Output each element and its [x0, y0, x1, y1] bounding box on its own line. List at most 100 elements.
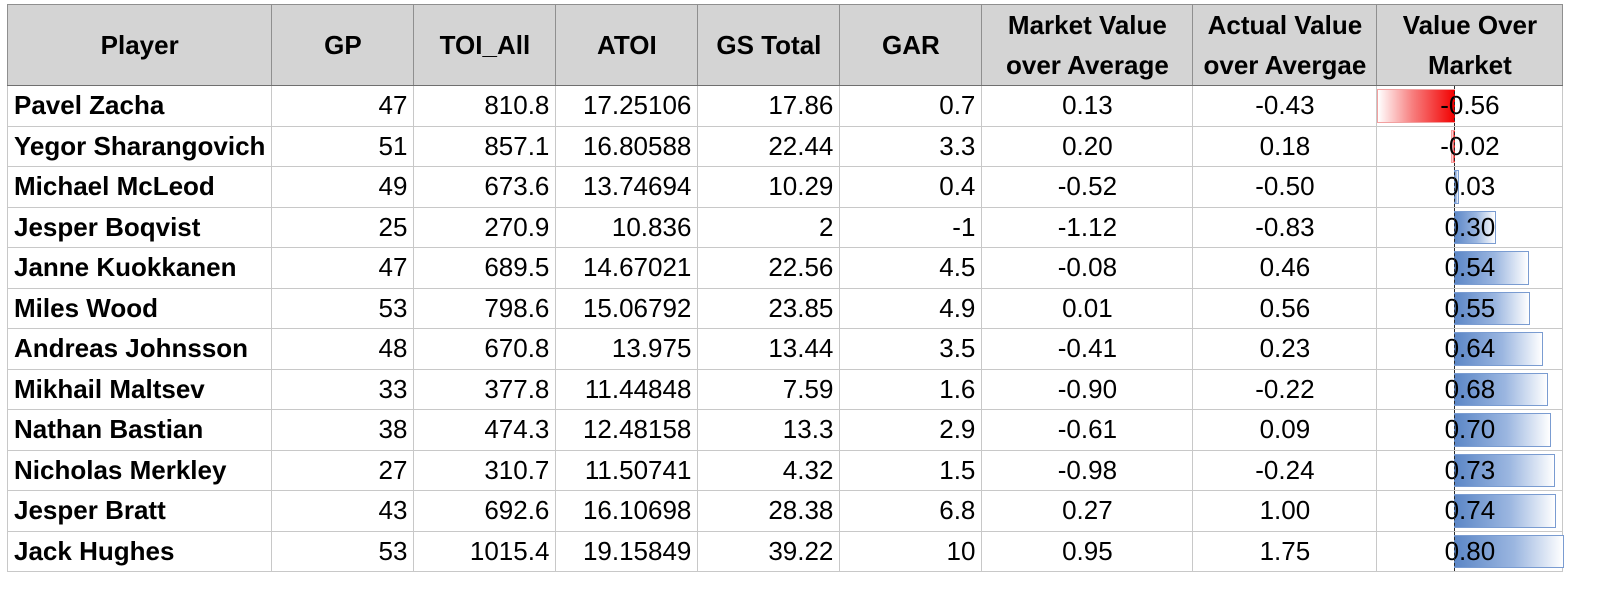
- cell-atoi[interactable]: 14.67021: [555, 247, 699, 289]
- cell-gp[interactable]: 51: [271, 125, 415, 167]
- cell-gar[interactable]: 4.5: [839, 247, 983, 289]
- cell-toi-all[interactable]: 810.8: [413, 85, 557, 127]
- cell-gp[interactable]: 47: [271, 85, 415, 127]
- cell-actual[interactable]: -0.22: [1192, 368, 1378, 410]
- cell-player[interactable]: Jack Hughes: [6, 530, 273, 572]
- cell-gp[interactable]: 38: [271, 409, 415, 451]
- cell-value-over-market[interactable]: 0.30: [1376, 206, 1564, 248]
- cell-player[interactable]: Nicholas Merkley: [6, 449, 273, 491]
- cell-player[interactable]: Nathan Bastian: [6, 409, 273, 451]
- cell-market[interactable]: -0.98: [981, 449, 1194, 491]
- cell-toi-all[interactable]: 310.7: [413, 449, 557, 491]
- cell-market[interactable]: 0.95: [981, 530, 1194, 572]
- cell-toi-all[interactable]: 1015.4: [413, 530, 557, 572]
- cell-gs-total[interactable]: 2: [697, 206, 841, 248]
- cell-actual[interactable]: 0.18: [1192, 125, 1378, 167]
- cell-actual[interactable]: -0.24: [1192, 449, 1378, 491]
- cell-toi-all[interactable]: 798.6: [413, 287, 557, 329]
- cell-atoi[interactable]: 11.44848: [555, 368, 699, 410]
- cell-gar[interactable]: 2.9: [839, 409, 983, 451]
- cell-market[interactable]: 0.27: [981, 490, 1194, 532]
- cell-gs-total[interactable]: 22.44: [697, 125, 841, 167]
- cell-gp[interactable]: 33: [271, 368, 415, 410]
- cell-atoi[interactable]: 10.836: [555, 206, 699, 248]
- cell-gar[interactable]: 4.9: [839, 287, 983, 329]
- cell-gs-total[interactable]: 17.86: [697, 85, 841, 127]
- cell-gs-total[interactable]: 13.44: [697, 328, 841, 370]
- cell-gar[interactable]: -1: [839, 206, 983, 248]
- cell-actual[interactable]: -0.83: [1192, 206, 1378, 248]
- cell-atoi[interactable]: 13.74694: [555, 166, 699, 208]
- cell-actual[interactable]: 1.00: [1192, 490, 1378, 532]
- cell-gar[interactable]: 0.7: [839, 85, 983, 127]
- cell-gs-total[interactable]: 22.56: [697, 247, 841, 289]
- cell-gs-total[interactable]: 23.85: [697, 287, 841, 329]
- cell-gar[interactable]: 6.8: [839, 490, 983, 532]
- header-gp[interactable]: GP: [271, 4, 415, 86]
- cell-player[interactable]: Andreas Johnsson: [6, 328, 273, 370]
- cell-player[interactable]: Miles Wood: [6, 287, 273, 329]
- cell-value-over-market[interactable]: 0.73: [1376, 449, 1564, 491]
- cell-gar[interactable]: 1.6: [839, 368, 983, 410]
- cell-value-over-market[interactable]: 0.80: [1376, 530, 1565, 572]
- cell-market[interactable]: -1.12: [981, 206, 1194, 248]
- cell-market[interactable]: 0.20: [981, 125, 1194, 167]
- cell-gp[interactable]: 49: [271, 166, 415, 208]
- cell-market[interactable]: -0.61: [981, 409, 1194, 451]
- cell-market[interactable]: -0.08: [981, 247, 1194, 289]
- cell-player[interactable]: Yegor Sharangovich: [6, 125, 273, 167]
- cell-gs-total[interactable]: 13.3: [697, 409, 841, 451]
- cell-gp[interactable]: 48: [271, 328, 415, 370]
- header-toi-all[interactable]: TOI_All: [413, 4, 557, 86]
- cell-gs-total[interactable]: 39.22: [697, 530, 841, 572]
- cell-market[interactable]: 0.13: [981, 85, 1194, 127]
- cell-actual[interactable]: 0.09: [1192, 409, 1378, 451]
- cell-actual[interactable]: 0.56: [1192, 287, 1378, 329]
- cell-gar[interactable]: 3.5: [839, 328, 983, 370]
- cell-gs-total[interactable]: 10.29: [697, 166, 841, 208]
- cell-value-over-market[interactable]: 0.64: [1376, 328, 1564, 370]
- cell-toi-all[interactable]: 692.6: [413, 490, 557, 532]
- cell-gs-total[interactable]: 4.32: [697, 449, 841, 491]
- header-player[interactable]: Player: [6, 4, 273, 86]
- cell-toi-all[interactable]: 377.8: [413, 368, 557, 410]
- cell-toi-all[interactable]: 474.3: [413, 409, 557, 451]
- cell-player[interactable]: Janne Kuokkanen: [6, 247, 273, 289]
- cell-gar[interactable]: 0.4: [839, 166, 983, 208]
- cell-gp[interactable]: 25: [271, 206, 415, 248]
- cell-gp[interactable]: 43: [271, 490, 415, 532]
- cell-value-over-market[interactable]: -0.02: [1376, 125, 1564, 167]
- cell-atoi[interactable]: 19.15849: [555, 530, 699, 572]
- header-gs-total[interactable]: GS Total: [697, 4, 841, 86]
- cell-gar[interactable]: 3.3: [839, 125, 983, 167]
- cell-atoi[interactable]: 13.975: [555, 328, 699, 370]
- cell-gar[interactable]: 10: [839, 530, 983, 572]
- cell-toi-all[interactable]: 689.5: [413, 247, 557, 289]
- cell-player[interactable]: Mikhail Maltsev: [6, 368, 273, 410]
- cell-atoi[interactable]: 17.25106: [555, 85, 699, 127]
- cell-gar[interactable]: 1.5: [839, 449, 983, 491]
- cell-value-over-market[interactable]: 0.55: [1376, 287, 1564, 329]
- cell-atoi[interactable]: 16.10698: [555, 490, 699, 532]
- cell-gp[interactable]: 53: [271, 287, 415, 329]
- cell-atoi[interactable]: 12.48158: [555, 409, 699, 451]
- cell-gp[interactable]: 47: [271, 247, 415, 289]
- header-gar[interactable]: GAR: [839, 4, 983, 86]
- cell-actual[interactable]: 1.75: [1192, 530, 1378, 572]
- header-actual-value[interactable]: Actual Value over Avergae: [1192, 4, 1378, 86]
- cell-player[interactable]: Jesper Boqvist: [6, 206, 273, 248]
- header-atoi[interactable]: ATOI: [555, 4, 699, 86]
- cell-toi-all[interactable]: 857.1: [413, 125, 557, 167]
- cell-value-over-market[interactable]: 0.03: [1376, 166, 1564, 208]
- cell-player[interactable]: Michael McLeod: [6, 166, 273, 208]
- cell-market[interactable]: 0.01: [981, 287, 1194, 329]
- cell-gp[interactable]: 27: [271, 449, 415, 491]
- cell-value-over-market[interactable]: 0.74: [1376, 490, 1564, 532]
- cell-value-over-market[interactable]: 0.54: [1376, 247, 1564, 289]
- cell-gs-total[interactable]: 7.59: [697, 368, 841, 410]
- cell-toi-all[interactable]: 270.9: [413, 206, 557, 248]
- cell-market[interactable]: -0.90: [981, 368, 1194, 410]
- cell-atoi[interactable]: 15.06792: [555, 287, 699, 329]
- cell-actual[interactable]: 0.46: [1192, 247, 1378, 289]
- cell-atoi[interactable]: 11.50741: [555, 449, 699, 491]
